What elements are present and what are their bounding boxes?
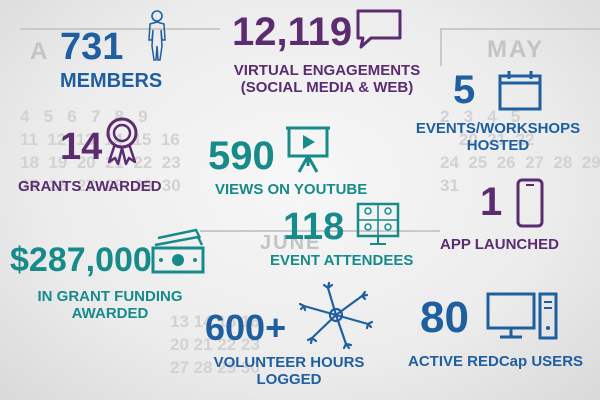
- app-labels: APP LAUNCHED: [440, 236, 559, 253]
- events-label-2: HOSTED: [466, 137, 530, 155]
- calendar-days-left: 4 5 6 7 8 9 11 12 13 14 15 16 18 19 20 2…: [20, 107, 181, 195]
- events-label-1: EVENTS/WORKSHOPS: [415, 120, 581, 137]
- stat-funding: $287,000: [10, 243, 152, 277]
- joined-hands-icon: [298, 281, 374, 350]
- members-value: 731: [60, 26, 124, 68]
- virtual-label-2: (SOCIAL MEDIA & WEB): [240, 79, 414, 97]
- youtube-value: 590: [208, 134, 275, 178]
- redcap-labels: ACTIVE REDCap USERS: [408, 353, 583, 370]
- funding-label-1: IN GRANT FUNDING: [37, 288, 183, 305]
- funding-label-2: AWARDED: [71, 305, 149, 323]
- stat-virtual-engagements: 12,119: [232, 12, 432, 52]
- stat-app: 1: [480, 182, 502, 222]
- stat-grants: 14: [60, 128, 102, 166]
- calendar-rule: [20, 28, 220, 30]
- app-label: APP LAUNCHED: [440, 236, 559, 253]
- virtual-value: 12,119: [232, 10, 353, 54]
- calendar-rule: [200, 230, 440, 232]
- speech-bubble-icon: [356, 9, 402, 49]
- members-label: MEMBERS: [60, 70, 163, 92]
- attendees-labels: EVENT ATTENDEES: [270, 252, 413, 269]
- grants-value: 14: [60, 126, 103, 168]
- youtube-label: VIEWS ON YOUTUBE: [215, 181, 368, 198]
- redcap-value: 80: [420, 293, 469, 342]
- funding-value: $287,000: [10, 241, 152, 279]
- attendees-value: 118: [283, 206, 345, 248]
- app-value: 1: [480, 180, 503, 224]
- virtual-labels: VIRTUAL ENGAGEMENTS (SOCIAL MEDIA & WEB): [222, 62, 432, 97]
- funding-labels: IN GRANT FUNDING AWARDED: [20, 288, 200, 323]
- presentation-screen-icon: [286, 126, 330, 173]
- stat-attendees: 118: [283, 208, 344, 246]
- stat-volunteer: 600+: [205, 310, 286, 346]
- smartphone-icon: [516, 178, 544, 228]
- calendar-month-bottom: JUNE: [260, 232, 322, 254]
- calendar-icon: [498, 71, 542, 111]
- stat-redcap: 80: [420, 296, 469, 340]
- stat-members: 731 MEMBERS: [60, 28, 190, 93]
- virtual-label-1: VIRTUAL ENGAGEMENTS: [233, 62, 421, 79]
- events-labels: EVENTS/WORKSHOPS HOSTED: [408, 120, 588, 155]
- volunteer-value: 600+: [205, 307, 287, 348]
- attendees-label: EVENT ATTENDEES: [270, 252, 414, 269]
- money-icon: [151, 228, 205, 274]
- volunteer-label-2: LOGGED: [256, 371, 322, 389]
- calendar-days-right: 2 3 4 5 20 21 22 24 25 26 27 28 29 31: [440, 107, 600, 195]
- computer-icon: [486, 292, 558, 340]
- grants-labels: GRANTS AWARDED: [18, 178, 162, 195]
- award-ribbon-icon: [106, 117, 138, 166]
- volunteer-labels: VOLUNTEER HOURS LOGGED: [205, 354, 373, 389]
- redcap-label: ACTIVE REDCap USERS: [408, 353, 584, 370]
- calendar-rule: [440, 28, 442, 66]
- grants-label: GRANTS AWARDED: [18, 178, 162, 195]
- video-conference-icon: [356, 202, 400, 245]
- events-value: 5: [453, 68, 476, 112]
- volunteer-label-1: VOLUNTEER HOURS: [213, 354, 365, 371]
- stat-youtube: 590: [208, 136, 275, 176]
- calendar-rule: [440, 28, 600, 30]
- calendar-month-right: MAY: [487, 36, 545, 63]
- stat-events: 5: [453, 70, 475, 110]
- person-icon: [148, 10, 166, 61]
- youtube-labels: VIEWS ON YOUTUBE: [215, 181, 367, 198]
- calendar-days-bottom: 13 14 15 16 20 21 22 23 27 28 29 30: [170, 312, 260, 377]
- calendar-month-left: A: [30, 38, 50, 65]
